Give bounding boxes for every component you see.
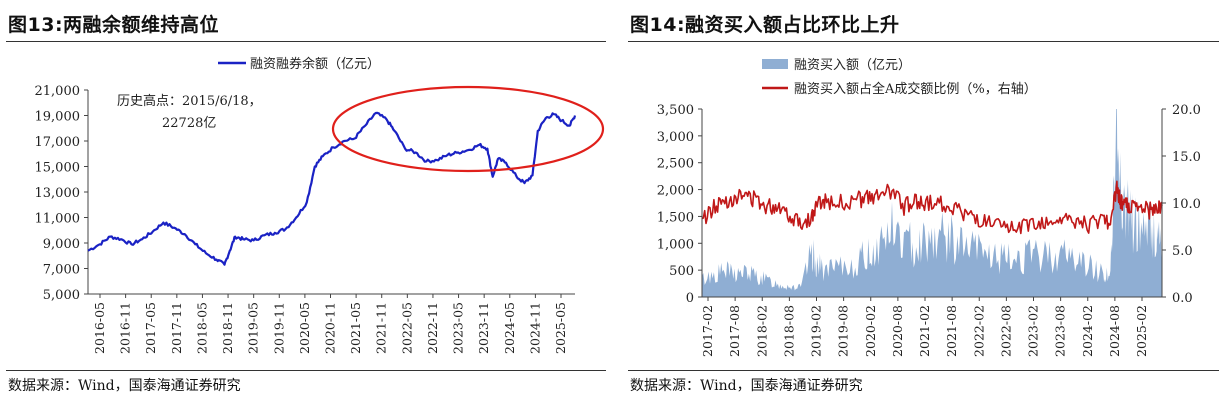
figure-14-chart: 融资买入额（亿元） 融资买入额占全A成交额比例（%，右轴） 3,500 3,000 2,… [657, 58, 1201, 357]
x-tick-label: 2018-05 [194, 302, 209, 354]
y-right-tick-label: 5.0 [1172, 244, 1193, 259]
legend-label-area: 融资买入额（亿元） [794, 58, 911, 73]
peak-annotation-line1: 历史高点：2015/6/18， [117, 93, 262, 109]
peak-annotation-line2: 22728亿 [162, 116, 216, 131]
x-tick-label: 2020-11 [323, 302, 338, 354]
x-tick-label: 2025-05 [553, 302, 568, 354]
legend-label-line: 融资买入额占全A成交额比例（%，右轴） [794, 81, 1037, 97]
y-tick-label: 19,000 [35, 110, 81, 125]
x-tick-label: 2023-11 [476, 302, 491, 354]
source-rule [628, 370, 1219, 371]
y-right-tick-label: 0.0 [1172, 291, 1193, 306]
x-tick-label: 2024-08 [1107, 305, 1122, 357]
y-left-tick-label: 2,500 [657, 157, 694, 172]
x-tick-label: 2022-08 [998, 305, 1013, 357]
margin-balance-series [87, 111, 577, 266]
y-tick-label: 17,000 [35, 135, 81, 150]
financing-ratio-line [701, 180, 1163, 235]
x-tick-label: 2021-05 [348, 302, 363, 354]
x-tick-label: 2020-05 [297, 302, 312, 354]
figure-13-source: 数据来源：Wind，国泰海通证券研究 [8, 378, 241, 394]
figure-14-title: 图14:融资买入额占比环比上升 [630, 14, 900, 36]
y-tick-label: 15,000 [35, 161, 81, 176]
x-tick-label: 2024-11 [527, 302, 542, 354]
x-tick-label: 2019-11 [271, 302, 286, 354]
x-tick-label: 2016-05 [92, 302, 107, 354]
x-tick-label: 2023-05 [451, 302, 466, 354]
legend-swatch-area [762, 59, 788, 69]
x-tick-label: 2021-08 [944, 305, 959, 357]
y-left-tick-label: 3,500 [657, 103, 694, 118]
x-tick-label: 2017-05 [143, 302, 158, 354]
highlight-ellipse [331, 85, 605, 173]
y-tick-label: 9,000 [43, 237, 80, 252]
y-tick-label: 21,000 [35, 84, 81, 99]
x-tick-label: 2018-08 [781, 305, 796, 357]
x-tick-label: 2017-11 [169, 302, 184, 354]
y-right-tick-label: 10.0 [1172, 197, 1201, 212]
y-left-tick-label: 3,000 [657, 130, 694, 145]
x-tick-label: 2018-11 [220, 302, 235, 354]
title-rule [628, 41, 1219, 42]
figure-13-panel: 图13:两融余额维持高位 融资融券余额（亿元） 21,000 19,000 17,00… [0, 0, 612, 409]
x-tick-label: 2019-02 [809, 305, 824, 357]
x-tick-label: 2023-08 [1053, 305, 1068, 357]
x-tick-label: 2023-02 [1026, 305, 1041, 357]
x-tick-label: 2022-11 [425, 302, 440, 354]
y-right-tick-label: 20.0 [1172, 103, 1201, 118]
x-tick-label: 2018-02 [754, 305, 769, 357]
figure-14-panel: 图14:融资买入额占比环比上升 融资买入额（亿元） 融资买入额占全A成交额比例（%… [622, 0, 1225, 409]
financing-buy-area [702, 109, 1162, 297]
x-tick-label: 2022-02 [971, 305, 986, 357]
figure-14-source: 数据来源：Wind，国泰海通证券研究 [630, 378, 863, 394]
x-tick-label: 2021-02 [917, 305, 932, 357]
x-tick-label: 2016-11 [118, 302, 133, 354]
y-left-tick-label: 1,000 [657, 237, 694, 252]
y-tick-label: 11,000 [35, 212, 81, 227]
x-tick-label: 2021-11 [374, 302, 389, 354]
y-tick-label: 7,000 [43, 263, 80, 278]
y-left-tick-label: 2,000 [657, 184, 694, 199]
y-left-tick-label: 1,500 [657, 210, 694, 225]
title-rule [6, 41, 606, 42]
x-tick-label: 2019-05 [246, 302, 261, 354]
x-tick-label: 2022-05 [399, 302, 414, 354]
figure-13-chart: 融资融券余额（亿元） 21,000 19,000 17,000 15,000 13,000… [35, 56, 605, 354]
y-right-tick-label: 15.0 [1172, 150, 1201, 165]
y-tick-label: 13,000 [35, 186, 81, 201]
y-tick-label: 5,000 [43, 288, 80, 303]
figure-13-title: 图13:两融余额维持高位 [8, 14, 220, 36]
source-rule [6, 370, 606, 371]
y-left-tick-label: 0 [686, 291, 694, 306]
x-tick-label: 2024-02 [1080, 305, 1095, 357]
x-tick-label: 2019-08 [836, 305, 851, 357]
x-tick-label: 2020-08 [890, 305, 905, 357]
x-tick-label: 2017-08 [727, 305, 742, 357]
x-tick-label: 2024-05 [502, 302, 517, 354]
x-tick-label: 2017-02 [700, 305, 715, 357]
x-tick-label: 2025-02 [1134, 305, 1149, 357]
y-left-tick-label: 500 [669, 264, 694, 279]
x-tick-label: 2020-02 [863, 305, 878, 357]
legend-label: 融资融券余额（亿元） [250, 56, 380, 72]
